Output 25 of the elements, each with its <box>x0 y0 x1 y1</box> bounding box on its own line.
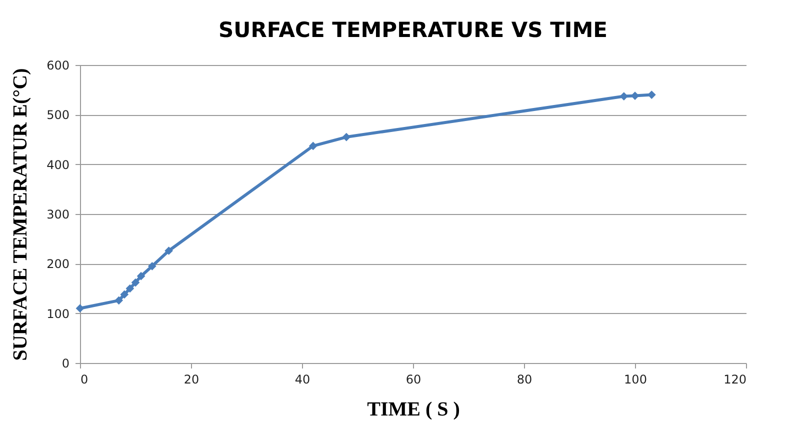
y-axis-title: SURFACE TEMPERATUR E(°C) <box>10 68 32 361</box>
y-tick-label: 200 <box>46 257 70 272</box>
y-tick-label: 400 <box>46 158 70 172</box>
point <box>148 262 156 270</box>
x-tick-label: 100 <box>624 372 647 386</box>
point <box>308 142 318 150</box>
y-tick-label: 100 <box>46 306 70 321</box>
point <box>114 296 124 305</box>
y-tick-label: 600 <box>46 58 70 72</box>
x-tick-label: 40 <box>294 372 310 386</box>
point <box>136 272 146 280</box>
x-tick-label: 120 <box>724 372 746 386</box>
x-tick-label: 0 <box>80 372 88 386</box>
chart-title: SURFACE TEMPERATURE VS TIME <box>218 18 608 42</box>
x-axis-title: TIME ( S ) <box>367 398 460 420</box>
y-tick-label: 500 <box>46 108 70 122</box>
x-tick-label: 80 <box>516 372 532 386</box>
y-tick-label: 300 <box>46 208 70 222</box>
y-tick-label: 0 <box>62 356 70 370</box>
point <box>126 284 134 293</box>
point <box>120 290 129 299</box>
x-tick-label: 20 <box>184 372 200 386</box>
point <box>164 246 173 255</box>
point <box>131 278 140 287</box>
x-tick-label: 60 <box>406 372 422 386</box>
